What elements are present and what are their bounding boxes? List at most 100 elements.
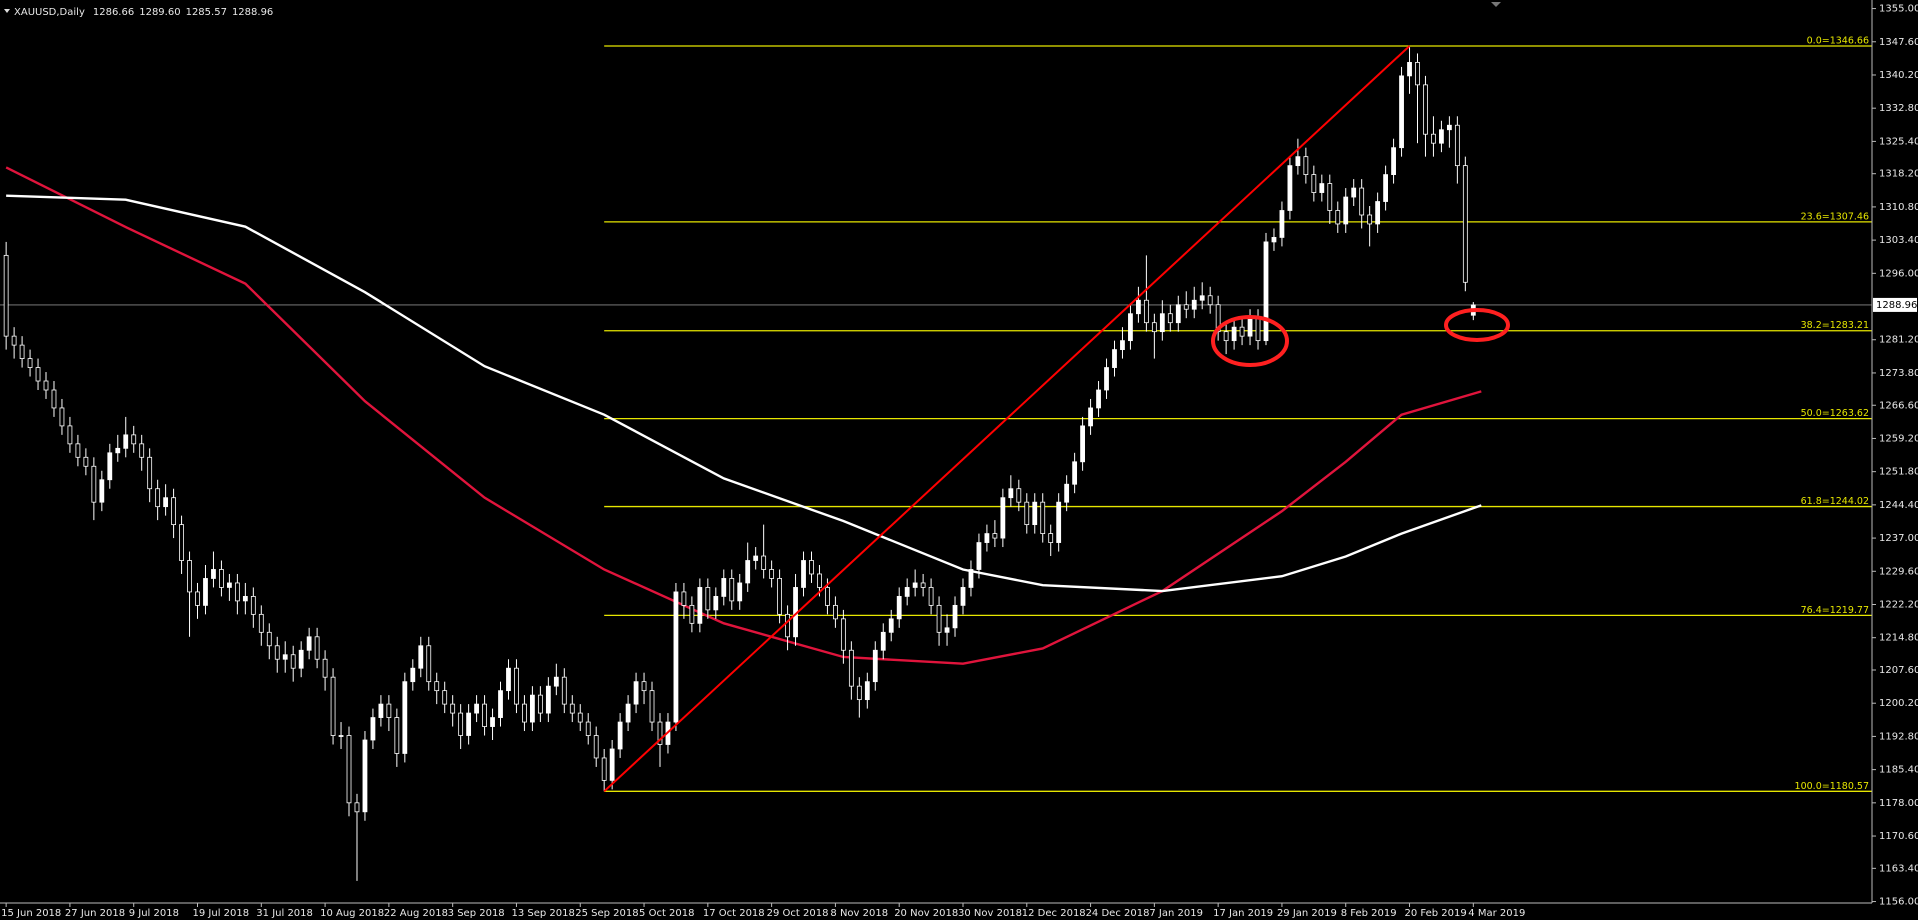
candle-body xyxy=(99,479,105,503)
candle-body xyxy=(617,721,623,750)
x-tick-label: 13 Sep 2018 xyxy=(511,908,574,919)
candle-body xyxy=(346,735,352,804)
y-tick-label: 1296.00 xyxy=(1879,268,1918,279)
moving-average-line xyxy=(6,194,1482,593)
candle-body xyxy=(697,587,703,624)
candle-body xyxy=(402,681,408,754)
candle-body xyxy=(171,497,176,526)
candle-body xyxy=(769,569,775,579)
candle-body xyxy=(1311,174,1317,193)
y-tick-label: 1178.00 xyxy=(1879,798,1918,809)
candle-body xyxy=(1383,174,1389,202)
candle-body xyxy=(219,569,224,588)
highlight-circle xyxy=(1211,315,1289,367)
candle-body xyxy=(147,456,153,490)
candle-body xyxy=(490,717,495,727)
candle-body xyxy=(370,717,376,741)
candle-body xyxy=(250,596,256,615)
y-tick-label: 1310.80 xyxy=(1879,202,1918,213)
candle-body xyxy=(1263,241,1269,342)
x-tick-label: 30 Nov 2018 xyxy=(958,908,1022,919)
candle-body xyxy=(1439,129,1444,144)
y-tick-label: 1325.40 xyxy=(1879,136,1918,147)
candle-body xyxy=(354,802,360,813)
candle-body xyxy=(1446,124,1452,131)
candle-body xyxy=(1040,501,1046,534)
candle-body xyxy=(1239,326,1245,337)
y-tick-label: 1229.60 xyxy=(1879,566,1918,577)
x-tick-label: 8 Feb 2019 xyxy=(1341,908,1397,919)
candle-body xyxy=(203,578,208,606)
symbol-readout: XAUUSD,Daily 1286.66 1289.60 1285.57 1288.96 xyxy=(14,7,273,18)
candle-body xyxy=(1223,331,1229,342)
candle-body xyxy=(960,587,966,606)
candle-body xyxy=(3,254,9,337)
fib-label: 100.0=1180.57 xyxy=(1795,781,1869,792)
candle-body xyxy=(530,694,535,723)
candle-body xyxy=(848,649,854,687)
candle-body xyxy=(872,649,878,683)
candle-body xyxy=(1183,304,1189,310)
candle-body xyxy=(1048,533,1054,543)
fib-label: 61.8=1244.02 xyxy=(1801,496,1869,507)
candle-body xyxy=(825,587,830,606)
candle-body xyxy=(944,627,950,633)
candle-body xyxy=(466,712,472,736)
candle-body xyxy=(537,694,543,714)
candle-body xyxy=(43,380,49,391)
x-tick-label: 29 Jan 2019 xyxy=(1277,908,1337,919)
candle-body xyxy=(1359,187,1365,216)
candle-body xyxy=(27,358,33,368)
candle-body xyxy=(609,748,615,781)
candle-body xyxy=(51,389,57,409)
candle-body xyxy=(817,573,822,588)
y-tick-label: 1200.20 xyxy=(1879,698,1918,709)
candle-body xyxy=(1008,488,1014,499)
candle-layer xyxy=(3,45,1476,881)
candle-body xyxy=(992,533,998,539)
candle-body xyxy=(266,631,272,647)
x-tick-label: 17 Jan 2019 xyxy=(1213,908,1273,919)
candle-body xyxy=(801,560,806,588)
x-tick-label: 8 Nov 2018 xyxy=(830,908,888,919)
candle-body xyxy=(976,542,982,570)
y-tick-label: 1259.20 xyxy=(1879,433,1918,444)
candle-body xyxy=(1367,214,1373,225)
x-tick-label: 20 Nov 2018 xyxy=(894,908,958,919)
candle-body xyxy=(1056,501,1062,543)
y-tick-label: 1214.80 xyxy=(1879,633,1918,644)
candle-body xyxy=(522,703,527,723)
candle-body xyxy=(1415,62,1420,86)
candle-body xyxy=(1207,295,1213,306)
candle-body xyxy=(984,533,990,543)
candle-body xyxy=(1159,313,1165,333)
candle-body xyxy=(1191,299,1197,310)
candle-body xyxy=(498,690,503,718)
candle-body xyxy=(1319,183,1325,193)
candle-body xyxy=(840,618,846,651)
candle-body xyxy=(1399,75,1404,149)
trend-line xyxy=(603,45,1411,793)
y-tick-label: 1163.40 xyxy=(1879,863,1918,874)
candle-body xyxy=(625,703,631,723)
candle-body xyxy=(1199,295,1205,301)
candle-body xyxy=(896,596,902,620)
candle-body xyxy=(450,703,456,714)
candle-body xyxy=(306,636,312,651)
candle-body xyxy=(418,645,424,669)
candle-body xyxy=(577,712,583,723)
x-tick-label: 19 Jul 2018 xyxy=(193,908,250,919)
candle-body xyxy=(912,582,918,588)
menu-marker xyxy=(4,9,10,13)
candle-body xyxy=(1303,156,1309,176)
x-tick-label: 4 Mar 2019 xyxy=(1468,908,1525,919)
y-tick-label: 1303.40 xyxy=(1879,235,1918,246)
x-tick-label: 5 Oct 2018 xyxy=(639,908,694,919)
candle-body xyxy=(1231,326,1237,342)
candle-body xyxy=(474,703,479,714)
y-tick-label: 1281.20 xyxy=(1879,335,1918,346)
x-tick-label: 10 Aug 2018 xyxy=(320,908,384,919)
candle-body xyxy=(833,604,838,620)
